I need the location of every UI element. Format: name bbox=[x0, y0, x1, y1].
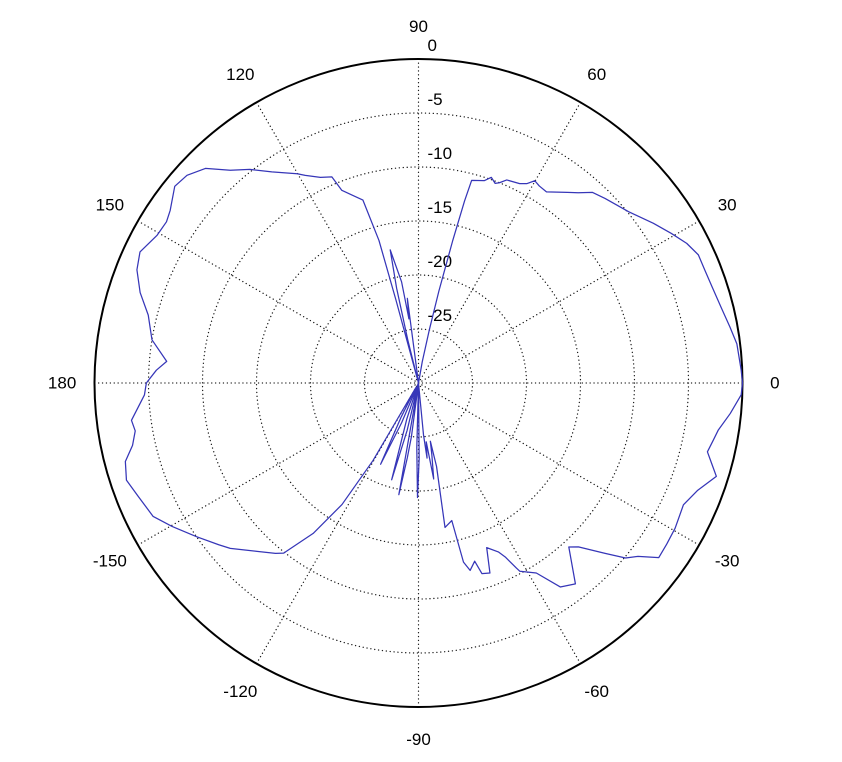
radiation-pattern-trace bbox=[124, 167, 744, 588]
radial-tick-label: -10 bbox=[428, 144, 453, 163]
polar-grid-spoke bbox=[417, 220, 700, 384]
angle-tick-label: 60 bbox=[587, 65, 606, 84]
radial-tick-label: -5 bbox=[428, 90, 443, 109]
angle-tick-label: -120 bbox=[223, 682, 257, 701]
polar-grid-ring bbox=[309, 274, 528, 492]
radial-tick-label: -15 bbox=[428, 198, 453, 217]
angle-tick-label: -30 bbox=[715, 552, 740, 571]
polar-grid-spoke bbox=[417, 382, 582, 665]
polar-grid-ring bbox=[201, 166, 636, 600]
angle-tick-label: 180 bbox=[48, 374, 76, 393]
radial-tick-label: 0 bbox=[428, 36, 437, 55]
polar-grid-ring bbox=[255, 220, 582, 546]
polar-grid-spoke bbox=[417, 101, 582, 384]
angle-tick-label: 30 bbox=[718, 195, 737, 214]
angle-tick-label: 150 bbox=[96, 195, 124, 214]
polar-grid-spoke bbox=[137, 220, 420, 384]
polar-grid-spoke bbox=[417, 382, 700, 546]
angle-tick-label: 0 bbox=[770, 374, 779, 393]
angle-tick-label: 120 bbox=[226, 65, 254, 84]
angle-tick-label: -150 bbox=[93, 552, 127, 571]
angle-tick-label: 90 bbox=[409, 17, 428, 36]
polar-grid-ring bbox=[147, 112, 690, 654]
polar-grid-ring bbox=[363, 328, 474, 438]
polar-grid-spoke bbox=[137, 382, 420, 546]
angle-tick-label: -60 bbox=[584, 682, 609, 701]
angle-tick-label: -90 bbox=[406, 730, 431, 749]
